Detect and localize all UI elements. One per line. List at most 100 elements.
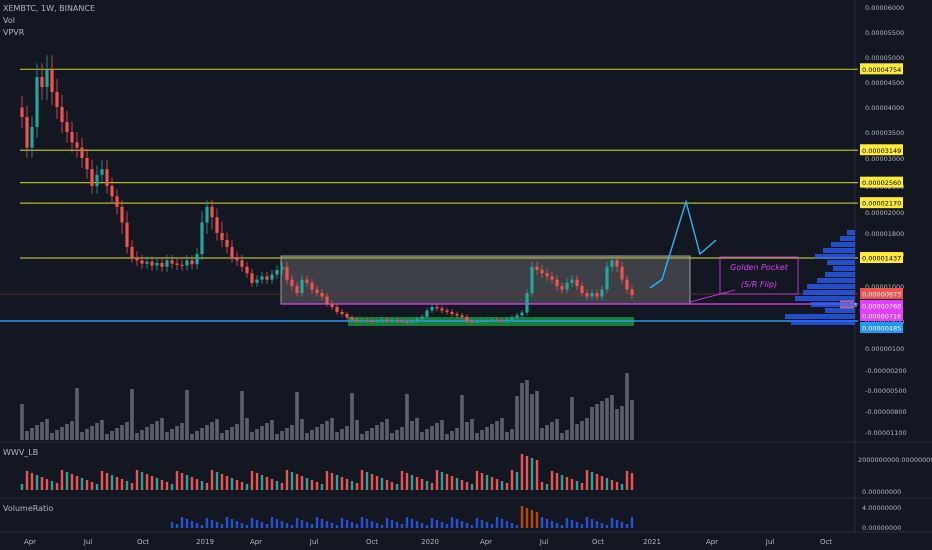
volume-bar (160, 418, 164, 440)
wwv-bar (440, 472, 444, 490)
wwv-bar (140, 472, 144, 490)
vpvr-bar (791, 320, 855, 325)
x-tick-label: Jul (765, 538, 775, 546)
volume-bar (265, 423, 269, 440)
x-tick-label: 2021 (643, 538, 661, 546)
wwv-pane-label[interactable]: WWV_LB (3, 448, 39, 457)
wwv-bar (145, 474, 149, 490)
volratio-bar (455, 519, 459, 528)
candle-body (180, 264, 184, 266)
volratio-bar (545, 519, 549, 528)
wwv-bar (545, 484, 549, 490)
candle-body (160, 262, 164, 267)
candle-body (385, 319, 389, 321)
candle-body (150, 261, 154, 266)
volume-bar (515, 396, 519, 440)
x-tick-label: Jul (309, 538, 319, 546)
volume-bar (360, 434, 364, 440)
wwv-bar (345, 479, 349, 490)
wwv-bar (420, 479, 424, 490)
volume-bar (125, 422, 129, 440)
volratio-bar (340, 518, 344, 528)
candle-body (105, 169, 109, 186)
volratio-bar (485, 522, 489, 528)
vpvr-bar (807, 284, 855, 289)
wwv-bar (605, 478, 609, 490)
volratio-pane-label[interactable]: VolumeRatio (3, 504, 54, 513)
candle-body (370, 321, 374, 322)
volume-bar (60, 427, 64, 440)
candle-body (520, 312, 524, 316)
volratio-bar (395, 522, 399, 528)
candle-body (25, 117, 29, 148)
vpvr-bar (823, 248, 855, 253)
indicator-vpvr-label[interactable]: VPVR (3, 28, 25, 37)
vpvr-bar (840, 236, 855, 241)
volume-bar (345, 426, 349, 440)
volume-bar (445, 434, 449, 440)
candle-body (375, 321, 379, 322)
wwv-bar (395, 484, 399, 490)
volratio-bar (430, 518, 434, 528)
wwv-bar (70, 474, 74, 490)
wwv-bar (35, 475, 39, 490)
wwv-bar (590, 472, 594, 490)
volratio-bar (215, 522, 219, 528)
volume-bar (85, 429, 89, 440)
wwv-bar (255, 473, 259, 490)
wwv-bar (630, 473, 634, 490)
vpvr-bar (803, 290, 855, 295)
volume-bar (550, 422, 554, 440)
wwv-bar (45, 479, 49, 490)
volratio-bar (235, 521, 239, 528)
wwv-bar (535, 460, 539, 490)
x-tick-label: Jul (539, 538, 549, 546)
consolidation-zone (280, 255, 691, 305)
candle-body (610, 260, 614, 267)
candle-body (195, 254, 199, 265)
indicator-vol-label[interactable]: Vol (3, 16, 15, 25)
volume-bar (395, 430, 399, 440)
volume-bar (30, 428, 34, 440)
volume-bar (120, 425, 124, 440)
volume-bar (440, 420, 444, 440)
volratio-bar (575, 522, 579, 528)
candle-body (425, 310, 429, 317)
wwv-bar (160, 480, 164, 490)
volratio-bar (380, 525, 384, 528)
wwv-bar (515, 472, 519, 490)
volume-bar (180, 423, 184, 440)
candle-body (345, 314, 349, 318)
volratio-bar (510, 523, 514, 528)
volratio-bar (515, 525, 519, 528)
y-tick-label: -0.00000500 (865, 387, 907, 395)
candle-body (270, 274, 274, 280)
candle-body (165, 260, 169, 267)
candle-body (565, 282, 569, 290)
candle-body (110, 186, 114, 197)
candle-body (40, 77, 44, 87)
wwv-bar (435, 470, 439, 490)
vpvr-bar (833, 266, 855, 271)
candle-body (235, 257, 239, 261)
candle-body (305, 279, 309, 283)
golden-pocket-subtitle: (S/R Flip) (740, 280, 778, 289)
volume-bar (240, 391, 244, 440)
candle-body (250, 273, 254, 283)
volratio-bar (595, 521, 599, 528)
volume-bar (245, 418, 249, 440)
volratio-bar (315, 517, 319, 528)
volratio-bar (550, 521, 554, 528)
volume-bar (450, 431, 454, 440)
wwv-bar (280, 483, 284, 490)
volume-bar (235, 424, 239, 440)
wwv-bar (485, 475, 489, 490)
candle-body (60, 107, 64, 122)
candle-body (210, 206, 214, 218)
candle-body (630, 289, 634, 296)
volratio-bar (480, 520, 484, 528)
candle-body (80, 147, 84, 158)
volratio-bar (605, 525, 609, 528)
volume-bar (500, 418, 504, 440)
